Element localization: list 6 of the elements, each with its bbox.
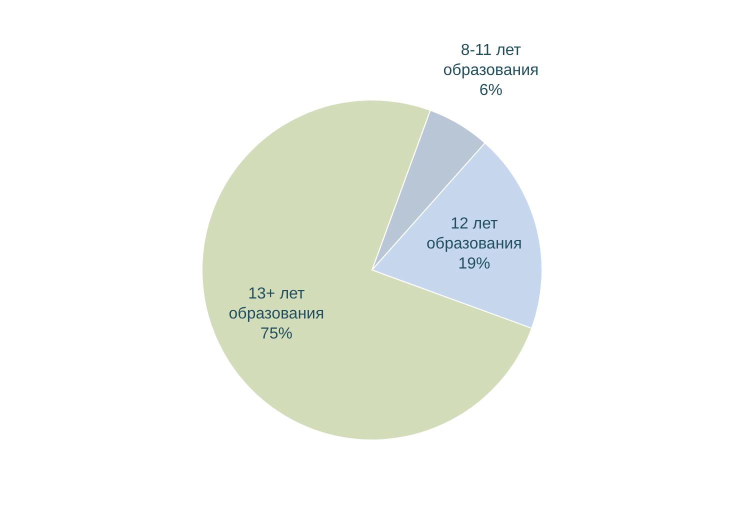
slice-label: 13+ лет образования [228, 286, 324, 323]
data-label: 6% [479, 82, 503, 100]
slice-label: 12 лет образования [426, 215, 522, 252]
data-label: 19% [458, 255, 490, 272]
data-label: 75% [260, 326, 292, 343]
slice-label: 8-11 лет образования [443, 42, 539, 80]
